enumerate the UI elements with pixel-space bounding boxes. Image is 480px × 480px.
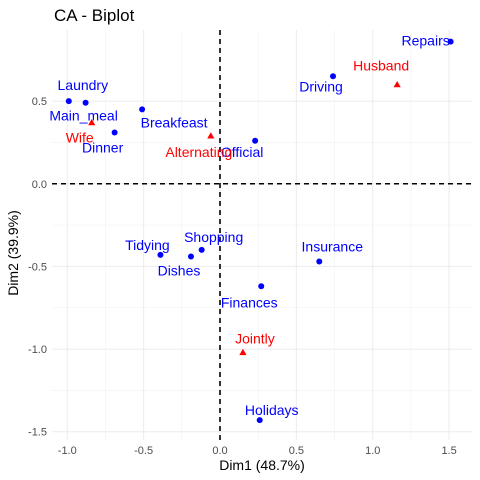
label-jointly: Jointly — [235, 330, 275, 346]
label-dinner: Dinner — [82, 140, 124, 156]
point-shopping — [198, 246, 205, 253]
label-official: Official — [221, 144, 264, 160]
y-tick-label: 0.0 — [32, 179, 47, 191]
point-driving — [330, 73, 337, 80]
point-labels: Laundry Main_meal Dinner Breakfeast Tidying D… — [49, 33, 449, 419]
y-tick-label: -0.5 — [28, 261, 47, 273]
label-main-meal: Main_meal — [49, 108, 117, 124]
point-dishes — [187, 253, 194, 260]
y-tick-label: 0.5 — [32, 96, 47, 108]
x-tick-label: 0.0 — [212, 445, 227, 457]
point-tidying — [157, 251, 164, 258]
label-wife: Wife — [66, 130, 94, 146]
label-husband: Husband — [353, 58, 409, 74]
reference-lines — [52, 30, 472, 440]
point-wife — [88, 118, 96, 126]
point-finances — [258, 283, 265, 290]
label-holidays: Holidays — [245, 402, 299, 418]
point-holidays — [256, 417, 263, 424]
point-laundry — [65, 98, 72, 105]
label-finances: Finances — [221, 294, 278, 310]
label-dishes: Dishes — [158, 262, 201, 278]
y-tick-label: -1.0 — [28, 344, 47, 356]
y-tick-label: -1.5 — [28, 427, 47, 439]
label-laundry: Laundry — [58, 77, 109, 93]
label-insurance: Insurance — [302, 238, 364, 254]
point-repairs — [447, 38, 454, 45]
grid-lines — [52, 30, 472, 440]
data-points — [65, 38, 454, 424]
point-official — [252, 137, 259, 144]
tick-labels: -1.0 -0.5 0.0 0.5 1.0 1.5 -1.5 -1.0 -0.5 0.0 0.5 — [28, 96, 457, 457]
x-tick-label: -1.0 — [58, 445, 77, 457]
x-tick-label: 0.5 — [289, 445, 304, 457]
point-insurance — [316, 258, 323, 265]
point-husband — [393, 80, 401, 88]
label-tidying: Tidying — [125, 237, 170, 253]
y-axis-title: Dim2 (39.9%) — [5, 210, 21, 296]
point-jointly — [239, 348, 247, 356]
x-axis-title: Dim1 (48.7%) — [219, 457, 305, 473]
x-tick-label: 1.0 — [365, 445, 380, 457]
label-driving: Driving — [299, 78, 343, 94]
label-shopping: Shopping — [184, 229, 243, 245]
point-main-meal — [82, 99, 89, 106]
x-tick-label: -0.5 — [134, 445, 153, 457]
label-repairs: Repairs — [401, 33, 449, 49]
point-alternating — [207, 132, 215, 139]
chart-title: CA - Biplot — [54, 6, 135, 25]
x-tick-label: 1.5 — [441, 445, 456, 457]
label-breakfeast: Breakfeast — [141, 114, 208, 130]
point-dinner — [111, 129, 118, 136]
label-alternating: Alternating — [165, 144, 232, 160]
point-breakfeast — [139, 106, 146, 113]
